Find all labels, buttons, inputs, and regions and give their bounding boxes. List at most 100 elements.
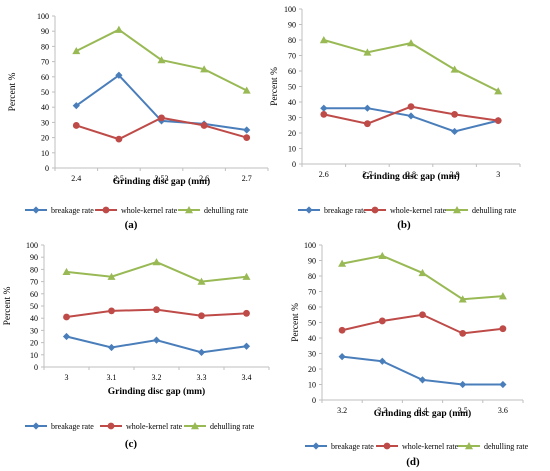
legend-marker (32, 206, 40, 214)
legend-label: dehulling rate (484, 442, 529, 451)
data-point-breakage-rate (363, 104, 371, 112)
x-tick-label: 2.5 (114, 174, 124, 183)
legend-marker (453, 206, 461, 214)
x-tick-label: 3.1 (107, 373, 117, 382)
x-tick-label: 2.7 (362, 170, 372, 179)
data-point-dehulling-rate (152, 258, 161, 266)
x-tick-label: 2.6 (319, 170, 329, 179)
series-line-dehulling-rate (341, 254, 503, 301)
x-tick-label: 3.5 (458, 406, 468, 415)
y-tick-label: 20 (288, 129, 296, 138)
data-point-breakage-rate (451, 127, 459, 136)
y-tick-label: 60 (288, 67, 296, 76)
y-tick-label: 50 (288, 83, 296, 92)
y-tick-label: 10 (288, 145, 296, 154)
chart-panel-1: 0 10 20 30 40 50 60 70 80 90 100 2.4 2.5 2.53 2.6 2.7 Gr… (8, 12, 269, 231)
data-point-dehulling-rate (107, 272, 116, 280)
legend-marker (191, 422, 199, 430)
data-point-whole-kernel-rate (108, 307, 115, 315)
data-point-dehulling-rate (319, 36, 328, 44)
data-point-dehulling-rate (200, 65, 209, 73)
legend-label: whole-kernel rate (121, 206, 178, 215)
data-point-whole-kernel-rate (338, 326, 346, 334)
y-tick-label: 0 (312, 396, 316, 405)
y-tick-label: 50 (30, 302, 38, 311)
legend-label: breakage rate (51, 422, 94, 431)
y-tick-label: 0 (292, 160, 296, 169)
data-point-whole-kernel-rate (115, 135, 123, 143)
x-tick-label: 2.7 (242, 174, 252, 183)
x-tick-label: 3.4 (418, 406, 428, 415)
y-tick-label: 100 (37, 12, 49, 21)
y-tick-label: 90 (30, 253, 38, 262)
legend-label: dehulling rate (210, 422, 255, 431)
legend-marker (305, 206, 313, 214)
data-point-breakage-rate (107, 343, 116, 352)
x-tick-label: 3.2 (152, 373, 162, 382)
y-axis-title: Percent % (8, 73, 18, 112)
panel-label: (d) (406, 456, 420, 468)
y-tick-label: 70 (288, 52, 296, 61)
y-tick-label: 60 (308, 303, 316, 312)
chart-panel-3: 0 10 20 30 40 50 60 70 80 90 100 3 3.1 3.2 3.3 3.4 Grind… (3, 241, 270, 450)
x-axis-title: Grinding disc gap (mm) (113, 176, 210, 187)
data-point-whole-kernel-rate (72, 122, 80, 129)
y-tick-label: 90 (288, 21, 296, 30)
data-point-whole-kernel-rate (494, 117, 502, 124)
y-tick-label: 0 (34, 363, 38, 372)
data-point-dehulling-rate (197, 277, 206, 285)
data-point-whole-kernel-rate (407, 103, 415, 111)
x-tick-label: 3.2 (337, 406, 347, 415)
x-tick-label: 3 (496, 170, 500, 179)
data-point-dehulling-rate (242, 272, 251, 280)
y-tick-label: 20 (41, 134, 49, 143)
legend-marker (32, 422, 40, 430)
data-point-breakage-rate (418, 376, 427, 384)
data-point-dehulling-rate (378, 251, 387, 260)
legend-marker (107, 422, 115, 430)
data-point-dehulling-rate (407, 39, 415, 47)
y-axis-title: Percent % (3, 287, 13, 326)
data-point-breakage-rate (62, 332, 71, 341)
data-point-breakage-rate (338, 353, 346, 361)
x-tick-label: 3.6 (498, 406, 508, 415)
x-tick-label: 3.3 (377, 406, 387, 415)
data-point-breakage-rate (243, 126, 251, 134)
legend-marker (102, 206, 110, 214)
legend-label: dehulling rate (472, 206, 517, 215)
data-point-whole-kernel-rate (198, 312, 205, 320)
data-point-breakage-rate (499, 380, 507, 389)
data-point-dehulling-rate (157, 56, 166, 64)
data-point-breakage-rate (115, 71, 123, 79)
data-point-breakage-rate (378, 357, 386, 365)
x-tick-label: 3.3 (197, 373, 207, 382)
data-point-breakage-rate (197, 348, 206, 356)
legend-marker (371, 206, 379, 214)
y-tick-label: 90 (41, 27, 49, 36)
data-point-breakage-rate (459, 380, 467, 389)
data-point-breakage-rate (72, 102, 80, 110)
data-point-dehulling-rate (72, 46, 81, 55)
legend-label: breakage rate (331, 442, 374, 451)
data-point-dehulling-rate (494, 87, 503, 95)
data-point-whole-kernel-rate (378, 317, 386, 325)
chart-panel-2: 0 10 20 30 40 50 60 70 80 90 100 2.6 2.7 2.8 2.9 3 Grind… (270, 5, 521, 231)
y-tick-label: 100 (304, 241, 316, 250)
y-tick-label: 100 (26, 241, 38, 250)
legend-label: whole-kernel rate (390, 206, 447, 215)
legend-marker (312, 442, 320, 450)
legend-marker (465, 442, 473, 450)
data-point-whole-kernel-rate (243, 309, 250, 317)
y-tick-label: 30 (30, 326, 38, 335)
x-tick-label: 2.8 (406, 170, 416, 179)
panel-label: (c) (125, 438, 138, 450)
data-point-whole-kernel-rate (158, 114, 165, 122)
x-tick-label: 3 (65, 373, 69, 382)
data-point-whole-kernel-rate (320, 111, 328, 118)
x-axis-title: Grinding disc gap (mm) (362, 171, 459, 182)
y-tick-label: 10 (308, 381, 316, 390)
y-tick-label: 10 (41, 149, 49, 158)
data-point-whole-kernel-rate (499, 325, 507, 333)
data-point-dehulling-rate (114, 25, 123, 33)
data-point-dehulling-rate (363, 48, 372, 56)
